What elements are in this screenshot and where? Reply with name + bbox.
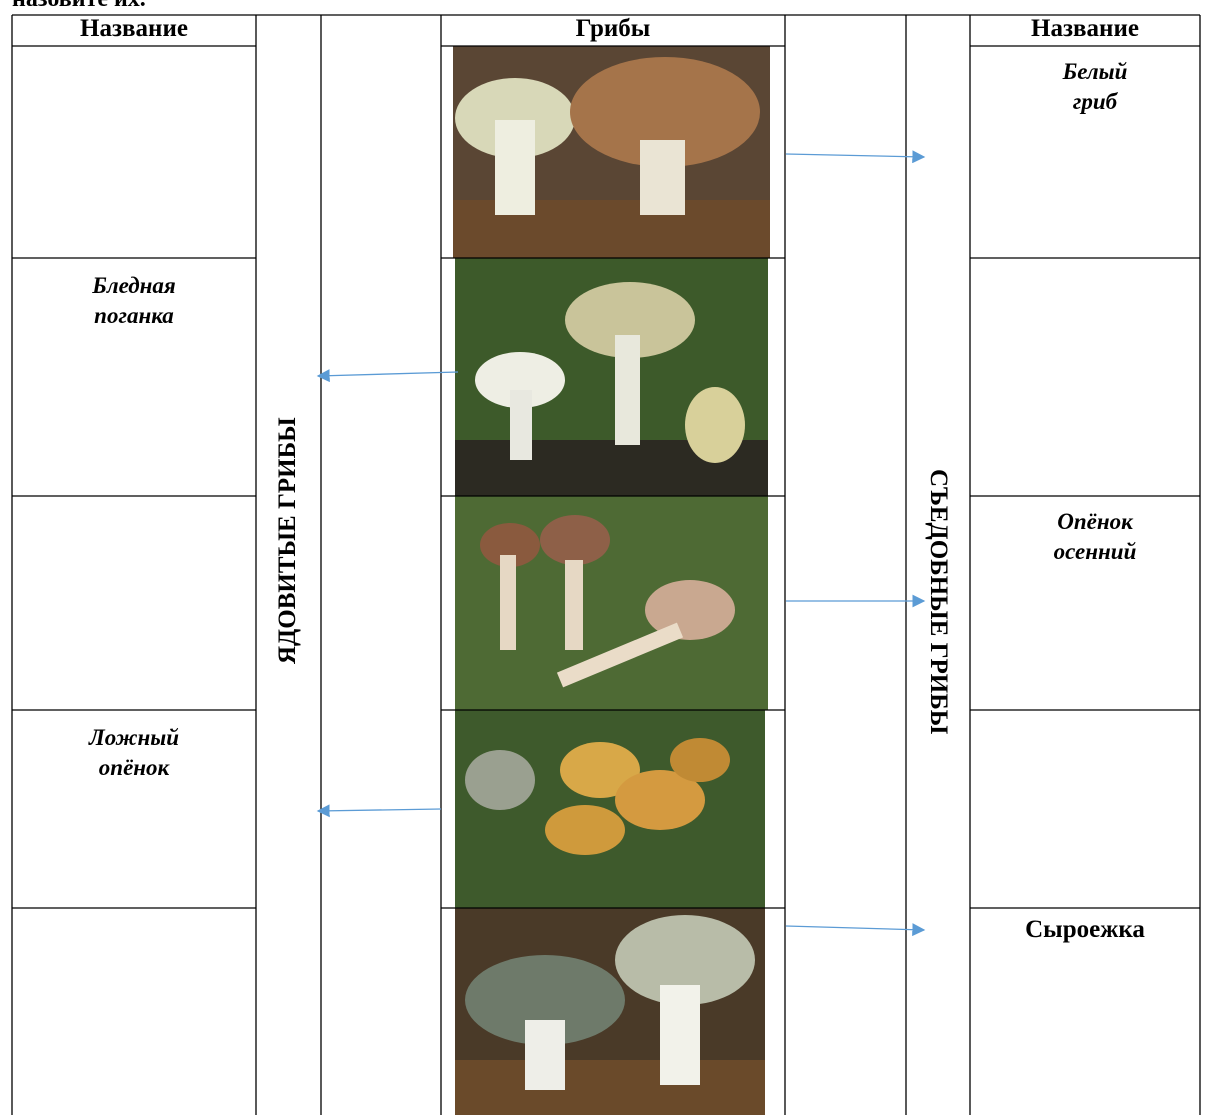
arrows	[316, 150, 926, 937]
poisonous-label: ЯДОВИТЫЕ ГРИБЫ	[274, 417, 301, 664]
right-name: Белый	[1062, 59, 1128, 84]
right-name: Опёнок	[1057, 509, 1133, 534]
left-name: Ложный	[88, 725, 180, 750]
right-name: осенний	[1053, 539, 1137, 564]
left-name: опёнок	[98, 755, 170, 780]
right-name: Сыроежка	[1025, 916, 1145, 943]
mushroom-photo	[453, 46, 770, 258]
edible-label: СЪЕДОБНЫЕ ГРИБЫ	[925, 469, 952, 735]
column-header: Грибы	[575, 15, 651, 42]
column-header: Название	[80, 15, 188, 42]
table-borders	[11, 14, 1201, 1115]
right-name: гриб	[1072, 89, 1118, 114]
mushroom-photo	[455, 258, 768, 496]
left-name: поганка	[94, 303, 174, 328]
column-header: Название	[1031, 15, 1139, 42]
mushroom-photo	[455, 496, 768, 710]
mushroom-photo	[455, 710, 765, 908]
cut-off-instruction: назовите их.	[12, 0, 146, 13]
left-name: Бледная	[92, 273, 176, 298]
mushroom-photo	[455, 908, 765, 1115]
